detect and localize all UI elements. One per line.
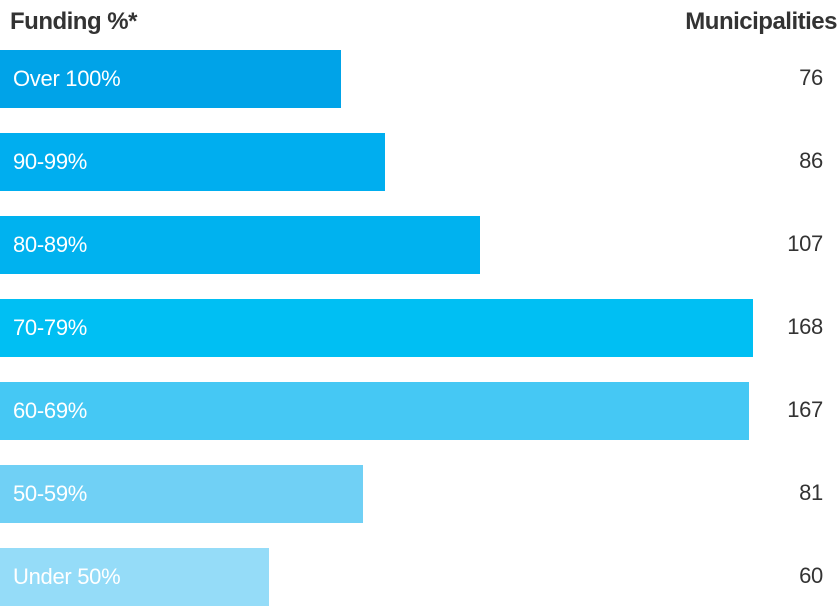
bar-category-label: Under 50% (13, 564, 121, 589)
bar: Under 50% (0, 548, 269, 606)
bar-category-label: 80-89% (13, 232, 88, 257)
bar: 80-89% (0, 216, 480, 274)
bar-category-label: Over 100% (13, 66, 121, 91)
bar: Over 100% (0, 50, 341, 108)
bar: 70-79% (0, 299, 753, 357)
bar: 60-69% (0, 382, 749, 440)
bar-category-label: 60-69% (13, 398, 88, 423)
header-funding: Funding %* (10, 8, 137, 35)
bar-category-label: 70-79% (13, 315, 88, 340)
bar: 90-99% (0, 133, 385, 191)
municipality-count: 81 (799, 480, 823, 505)
header-municipalities: Municipalities (685, 8, 837, 35)
municipality-count: 107 (787, 231, 823, 256)
municipality-count: 76 (799, 65, 823, 90)
municipality-count: 86 (799, 148, 823, 173)
bar-category-label: 90-99% (13, 149, 88, 174)
bar: 50-59% (0, 465, 363, 523)
bar-category-label: 50-59% (13, 481, 88, 506)
municipality-count: 168 (787, 314, 823, 339)
municipality-count: 167 (787, 397, 823, 422)
municipality-count: 60 (799, 563, 823, 588)
